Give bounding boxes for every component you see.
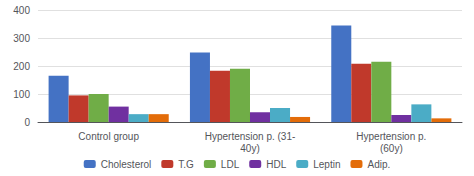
svg-text:Leptin: Leptin <box>313 159 340 170</box>
svg-text:200: 200 <box>13 61 30 72</box>
svg-text:300: 300 <box>13 33 30 44</box>
svg-text:Hypertension p.: Hypertension p. <box>356 131 426 142</box>
svg-text:Adip.: Adip. <box>367 159 390 170</box>
svg-text:Hypertension p. (31-: Hypertension p. (31- <box>205 131 296 142</box>
svg-text:40y): 40y) <box>240 143 259 154</box>
svg-text:100: 100 <box>13 89 30 100</box>
svg-text:Cholesterol: Cholesterol <box>101 159 152 170</box>
svg-text:0: 0 <box>24 117 30 128</box>
svg-text:(60y): (60y) <box>380 143 403 154</box>
svg-text:T.G: T.G <box>178 159 194 170</box>
svg-text:400: 400 <box>13 5 30 16</box>
svg-text:HDL: HDL <box>266 159 286 170</box>
svg-text:Control group: Control group <box>78 131 139 142</box>
svg-text:LDL: LDL <box>221 159 240 170</box>
